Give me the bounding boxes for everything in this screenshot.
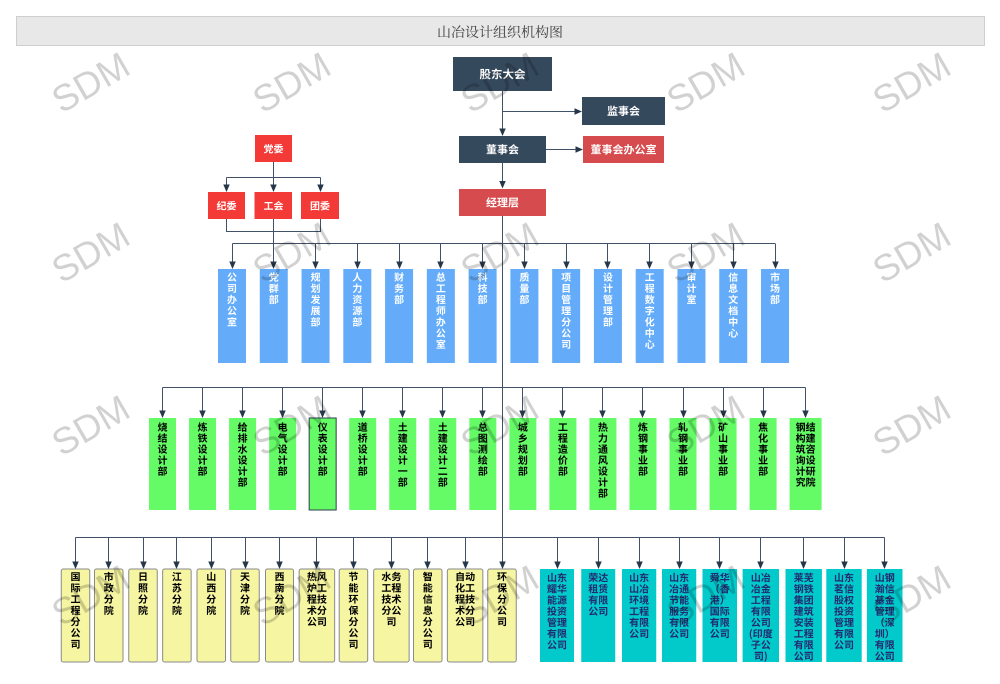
svg-text:SDM: SDM (246, 44, 338, 121)
svg-text:SDM: SDM (45, 44, 137, 121)
svg-text:SDM: SDM (660, 387, 752, 464)
svg-text:SDM: SDM (866, 387, 958, 464)
svg-text:SDM: SDM (45, 387, 137, 464)
svg-text:SDM: SDM (454, 44, 546, 121)
svg-text:SDM: SDM (866, 44, 958, 121)
svg-text:SDM: SDM (866, 557, 958, 634)
svg-text:SDM: SDM (866, 214, 958, 291)
svg-text:SDM: SDM (45, 214, 137, 291)
svg-text:SDM: SDM (660, 44, 752, 121)
